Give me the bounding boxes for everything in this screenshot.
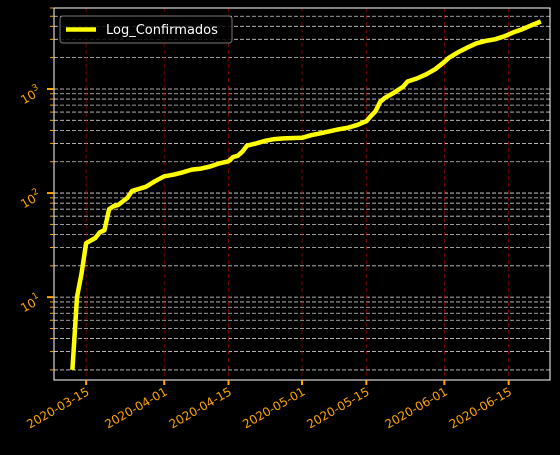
series-line-log-confirmados <box>70 19 542 371</box>
y-tick-label: 103 <box>17 83 43 107</box>
y-tick-label: 101 <box>17 291 43 315</box>
y-tick-label: 102 <box>17 187 43 211</box>
legend-box <box>59 15 233 44</box>
legend-entry-label: Log_Confirmados <box>106 23 218 38</box>
legend: Log_Confirmados <box>59 15 233 44</box>
series-layer <box>70 19 542 371</box>
